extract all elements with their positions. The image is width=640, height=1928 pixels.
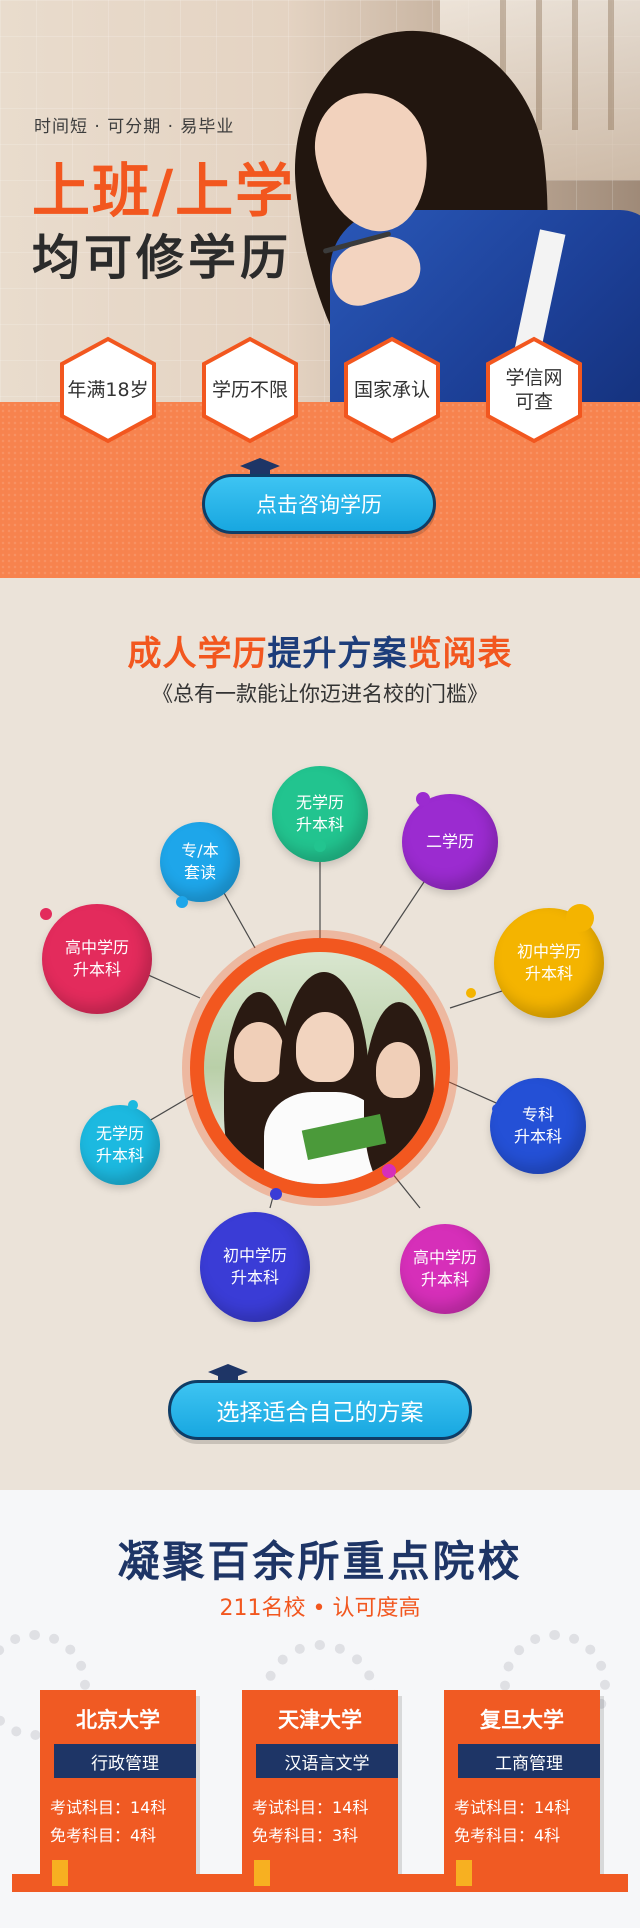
school-major: 汉语言文学 xyxy=(256,1744,398,1778)
school-name: 北京大学 xyxy=(76,1708,160,1732)
plans-title: 成人学历提升方案览阅表 xyxy=(0,626,640,675)
accent-dot xyxy=(566,904,594,932)
accent-dot xyxy=(416,792,430,806)
exam-subjects: 考试科目：14科 xyxy=(454,1798,571,1817)
hero-title-line1: 上班/上学 xyxy=(32,157,296,225)
plans-title-part1: 成人学历 xyxy=(127,634,268,674)
students-photo-frame xyxy=(190,938,450,1198)
consult-education-button[interactable]: 点击咨询学历 xyxy=(202,474,436,534)
plan-bubble[interactable]: 无学历 升本科 xyxy=(80,1105,160,1185)
school-card[interactable]: 北京大学 行政管理 考试科目：14科 免考科目：4科 xyxy=(40,1690,196,1880)
badge-age: 年满18岁 xyxy=(58,336,158,444)
exempt-subjects: 免考科目：3科 xyxy=(252,1826,359,1845)
school-card[interactable]: 天津大学 汉语言文学 考试科目：14科 免考科目：3科 xyxy=(242,1690,398,1880)
hexagon-icon xyxy=(202,336,298,444)
badge-chsi-label: 学信网 可查 xyxy=(505,367,563,413)
student-face xyxy=(234,1022,284,1082)
accent-dot xyxy=(176,896,188,908)
accent-dot xyxy=(382,1164,396,1178)
accent-dot xyxy=(492,1104,502,1114)
exam-subjects: 考试科目：14科 xyxy=(252,1798,369,1817)
accent-dot xyxy=(466,988,476,998)
plan-bubble[interactable]: 专科 升本科 xyxy=(490,1078,586,1174)
exam-subjects: 考试科目：14科 xyxy=(50,1798,167,1817)
bookmark-tab xyxy=(456,1860,472,1886)
plans-title-part3: 览阅表 xyxy=(407,634,513,674)
plan-bubble[interactable]: 初中学历 升本科 xyxy=(200,1212,310,1322)
plan-bubble[interactable]: 专/本 套读 xyxy=(160,822,240,902)
accent-dot xyxy=(40,908,52,920)
graduation-cap-icon xyxy=(240,458,280,478)
accent-dot xyxy=(270,1188,282,1200)
plans-subtitle: 《总有一款能让你迈进名校的门槛》 xyxy=(152,682,488,706)
schools-title: 凝聚百余所重点院校 xyxy=(117,1537,523,1586)
student-face xyxy=(376,1042,420,1098)
plan-bubble[interactable]: 二学历 xyxy=(402,794,498,890)
bookmark-tab xyxy=(254,1860,270,1886)
badge-education-label: 学历不限 xyxy=(211,379,288,401)
shelf-bar xyxy=(12,1874,628,1892)
choose-plan-button[interactable]: 选择适合自己的方案 xyxy=(168,1380,472,1440)
plans-title-part2: 提升方案 xyxy=(267,634,408,674)
school-card[interactable]: 复旦大学 工商管理 考试科目：14科 免考科目：4科 xyxy=(444,1690,600,1880)
hexagon-icon xyxy=(60,336,156,444)
accent-dot xyxy=(314,840,326,852)
hero-banner: 时间短 · 可分期 · 易毕业 上班/上学 均可修学历 年满18岁 学历不限 国… xyxy=(0,0,640,578)
school-major: 行政管理 xyxy=(54,1744,196,1778)
badge-age-label: 年满18岁 xyxy=(67,379,149,401)
students-photo xyxy=(204,952,436,1184)
exempt-subjects: 免考科目：4科 xyxy=(50,1826,157,1845)
graduation-cap-icon xyxy=(208,1364,248,1384)
plan-bubble[interactable]: 高中学历 升本科 xyxy=(42,904,152,1014)
badge-national: 国家承认 xyxy=(342,336,442,444)
plan-bubble[interactable]: 高中学历 升本科 xyxy=(400,1224,490,1314)
schools-subtitle: 211名校 • 认可度高 xyxy=(219,1596,421,1621)
badge-education: 学历不限 xyxy=(200,336,300,444)
badge-chsi: 学信网 可查 xyxy=(484,336,584,444)
badge-national-label: 国家承认 xyxy=(353,379,430,401)
student-face xyxy=(296,1012,354,1082)
hero-title-line2: 均可修学历 xyxy=(32,230,293,286)
school-name: 天津大学 xyxy=(278,1708,362,1732)
hexagon-icon xyxy=(344,336,440,444)
accent-dot xyxy=(128,1100,138,1110)
school-major: 工商管理 xyxy=(458,1744,600,1778)
school-name: 复旦大学 xyxy=(480,1708,564,1732)
hero-tagline: 时间短 · 可分期 · 易毕业 xyxy=(34,117,235,137)
exempt-subjects: 免考科目：4科 xyxy=(454,1826,561,1845)
bookmark-tab xyxy=(52,1860,68,1886)
hexagon-icon xyxy=(486,336,582,444)
